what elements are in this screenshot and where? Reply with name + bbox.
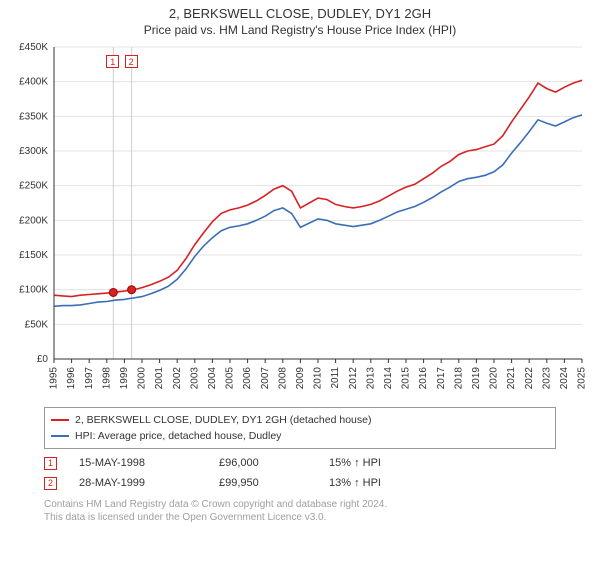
svg-text:£0: £0: [37, 354, 49, 365]
svg-text:2014: 2014: [383, 367, 394, 390]
sale-event-marker: 1: [44, 457, 57, 470]
legend-swatch: [51, 419, 69, 421]
svg-text:2021: 2021: [506, 367, 517, 390]
svg-text:2025: 2025: [577, 367, 588, 390]
legend-label: HPI: Average price, detached house, Dudl…: [75, 430, 281, 442]
sale-events: 1 15-MAY-1998£96,00015% ↑ HPI 2 28-MAY-1999…: [44, 453, 556, 493]
sale-event-price: £96,000: [219, 457, 329, 469]
svg-text:2022: 2022: [524, 367, 535, 390]
svg-text:2010: 2010: [313, 367, 324, 390]
svg-text:2004: 2004: [207, 367, 218, 390]
sale-event-date: 15-MAY-1998: [79, 457, 219, 469]
svg-text:2007: 2007: [260, 367, 271, 390]
sale-event-row: 1 15-MAY-1998£96,00015% ↑ HPI: [44, 453, 556, 473]
svg-text:2016: 2016: [418, 367, 429, 390]
svg-text:2002: 2002: [172, 367, 183, 390]
legend-item: 2, BERKSWELL CLOSE, DUDLEY, DY1 2GH (det…: [51, 412, 549, 428]
sale-event-delta: 15% ↑ HPI: [329, 457, 439, 469]
svg-text:2008: 2008: [277, 367, 288, 390]
svg-text:1997: 1997: [84, 367, 95, 390]
svg-text:£200K: £200K: [19, 215, 48, 226]
sale-event-date: 28-MAY-1999: [79, 477, 219, 489]
svg-text:2019: 2019: [471, 367, 482, 390]
svg-text:£350K: £350K: [19, 111, 48, 122]
sale-event-row: 2 28-MAY-1999£99,95013% ↑ HPI: [44, 473, 556, 493]
svg-text:2017: 2017: [436, 367, 447, 390]
svg-text:2006: 2006: [242, 367, 253, 390]
svg-text:2009: 2009: [295, 367, 306, 390]
sale-marker-badge: 2: [125, 55, 138, 68]
svg-text:2015: 2015: [401, 367, 412, 390]
price-chart: £0 £50K £100K £150K £200K £250K £300K £350K £400…: [10, 41, 590, 401]
sale-event-marker: 2: [44, 477, 57, 490]
svg-text:2000: 2000: [137, 367, 148, 390]
svg-text:2012: 2012: [348, 367, 359, 390]
svg-text:2011: 2011: [330, 367, 341, 389]
svg-text:2018: 2018: [453, 367, 464, 390]
svg-text:£400K: £400K: [19, 77, 48, 88]
svg-text:2024: 2024: [559, 367, 570, 390]
attribution-footer: Contains HM Land Registry data © Crown c…: [44, 499, 556, 524]
svg-text:1995: 1995: [49, 367, 60, 390]
svg-text:1996: 1996: [66, 367, 77, 390]
page-subtitle: Price paid vs. HM Land Registry's House …: [0, 23, 600, 37]
svg-text:£450K: £450K: [19, 42, 48, 53]
chart-container: £0 £50K £100K £150K £200K £250K £300K £350K £400…: [10, 41, 590, 401]
svg-text:£250K: £250K: [19, 181, 48, 192]
sale-marker-badge: 1: [106, 55, 119, 68]
svg-text:£50K: £50K: [25, 319, 49, 330]
sale-event-price: £99,950: [219, 477, 329, 489]
legend: 2, BERKSWELL CLOSE, DUDLEY, DY1 2GH (det…: [44, 407, 556, 449]
page-title: 2, BERKSWELL CLOSE, DUDLEY, DY1 2GH: [0, 6, 600, 21]
svg-text:1998: 1998: [101, 367, 112, 390]
svg-text:2020: 2020: [489, 367, 500, 390]
svg-text:2013: 2013: [365, 367, 376, 390]
footer-line: This data is licensed under the Open Gov…: [44, 512, 556, 525]
svg-text:£150K: £150K: [19, 250, 48, 261]
svg-text:2005: 2005: [225, 367, 236, 390]
footer-line: Contains HM Land Registry data © Crown c…: [44, 499, 556, 512]
svg-text:£100K: £100K: [19, 285, 48, 296]
sale-event-delta: 13% ↑ HPI: [329, 477, 439, 489]
legend-item: HPI: Average price, detached house, Dudl…: [51, 428, 549, 444]
svg-text:2023: 2023: [541, 367, 552, 390]
svg-text:1999: 1999: [119, 367, 130, 390]
legend-label: 2, BERKSWELL CLOSE, DUDLEY, DY1 2GH (det…: [75, 414, 371, 426]
svg-text:2001: 2001: [154, 367, 165, 390]
svg-text:2003: 2003: [189, 367, 200, 390]
svg-text:£300K: £300K: [19, 146, 48, 157]
legend-swatch: [51, 435, 69, 437]
